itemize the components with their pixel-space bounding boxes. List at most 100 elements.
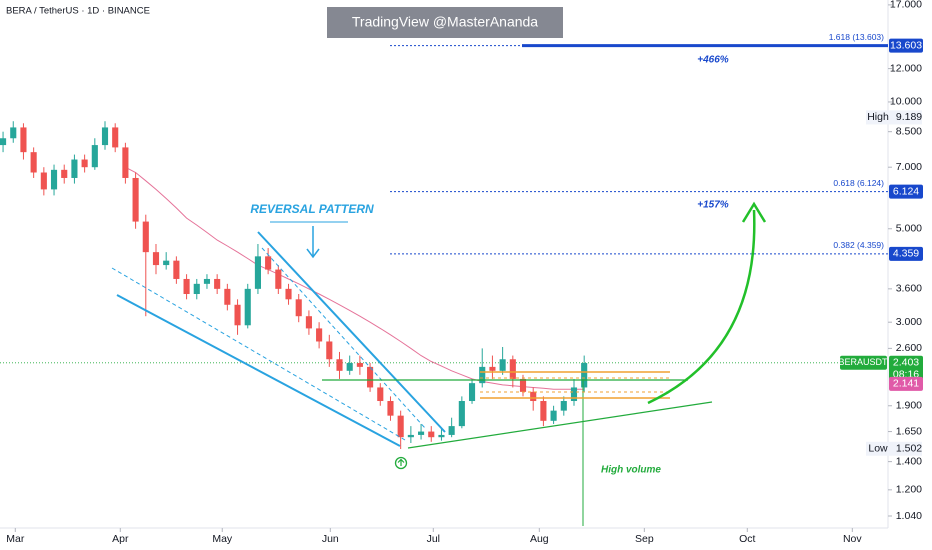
fib-label: 0.618 (6.124) <box>833 178 884 188</box>
candle-body <box>489 366 496 371</box>
y-tick-label: 1.400 <box>896 455 922 467</box>
candle-body <box>397 415 404 438</box>
y-tick-label: 2.600 <box>896 342 922 354</box>
price-badge <box>889 376 923 391</box>
y-tick-label: 1.200 <box>896 484 922 496</box>
price-badge <box>889 184 923 199</box>
fib-label: 1.618 (13.603) <box>829 32 884 42</box>
rising-support <box>407 401 713 449</box>
y-tick-label: 1.650 <box>896 425 922 437</box>
y-tick-label: 1.040 <box>896 510 922 522</box>
wedge-upper <box>257 231 446 433</box>
wedge-lower <box>116 294 401 447</box>
candle-body <box>418 431 425 435</box>
extreme-badge <box>866 441 922 456</box>
candle-body <box>499 359 506 371</box>
symbol-badge <box>840 355 887 370</box>
y-tick-label: 17.000 <box>890 0 922 11</box>
y-tick-label: 10.000 <box>890 96 922 108</box>
pattern-label: REVERSAL PATTERN <box>250 202 374 216</box>
candle-body <box>183 278 190 295</box>
candle-body <box>479 366 486 384</box>
candle-body <box>132 177 139 222</box>
extreme-value: 1.502 <box>896 443 922 455</box>
price-badge-label: 6.124 <box>893 185 919 197</box>
price-badge <box>889 355 923 382</box>
y-tick-label: 5.000 <box>896 223 922 235</box>
candle-body <box>275 269 282 289</box>
candle-body <box>81 159 88 168</box>
y-tick-label: 7.000 <box>896 161 922 173</box>
price-badge <box>889 246 923 261</box>
y-tick-label: 12.000 <box>890 62 922 74</box>
candle-body <box>30 152 37 173</box>
price-badge-label: 4.359 <box>893 248 919 260</box>
candle-body <box>448 426 455 435</box>
candle-body <box>438 434 445 438</box>
candle-body <box>244 288 251 326</box>
wedge-lower-dashed <box>111 267 406 441</box>
gain-label: +466% <box>697 55 729 66</box>
x-tick-label: Mar <box>6 533 25 545</box>
volume-label: High volume <box>601 465 661 476</box>
pattern-arrow <box>306 226 320 259</box>
price-badge-label: 2.141 <box>893 378 919 390</box>
x-tick-label: Sep <box>635 533 654 545</box>
candle-body <box>152 252 160 266</box>
candle-body <box>0 138 7 146</box>
candle-body <box>295 299 302 317</box>
candle-body <box>377 387 384 402</box>
y-tick-label: 8.500 <box>896 125 922 137</box>
x-tick-label: Apr <box>112 533 129 545</box>
x-tick-label: Jul <box>427 533 440 545</box>
reversal-marker-arrow <box>397 458 405 466</box>
candle-body <box>173 260 180 279</box>
candle-body <box>71 159 78 178</box>
candle-body <box>570 387 578 402</box>
candle-body <box>122 147 129 178</box>
target-arrow <box>647 209 756 405</box>
candle-body <box>550 410 557 421</box>
candle-body <box>407 434 414 438</box>
candle-body <box>214 278 221 289</box>
candle-body <box>305 316 312 329</box>
watermark-box <box>327 7 563 38</box>
extreme-value: 9.189 <box>896 111 922 123</box>
candle-body <box>254 256 261 289</box>
candle-body <box>50 169 58 190</box>
candle-body <box>10 127 17 139</box>
moving-average <box>125 166 585 390</box>
candle-body <box>581 363 588 388</box>
candle-body <box>20 127 27 153</box>
y-tick-label: 3.600 <box>896 283 922 295</box>
candle-body <box>428 431 435 438</box>
candle-body <box>40 172 47 190</box>
drawings <box>111 201 767 526</box>
x-tick-label: May <box>212 533 233 545</box>
candle-body <box>387 401 394 416</box>
x-tick-label: Jun <box>322 533 339 545</box>
reversal-marker <box>394 456 408 470</box>
candle-body <box>224 288 231 305</box>
candle-body <box>112 127 119 148</box>
wedge-upper-dashed <box>261 247 426 429</box>
candle-body <box>356 363 363 367</box>
candle-body <box>265 256 272 270</box>
gain-label: +157% <box>697 200 729 211</box>
candle-body <box>560 401 567 411</box>
candle-body <box>142 221 149 253</box>
candle-body <box>336 359 343 371</box>
candle-body <box>285 288 292 300</box>
x-tick-label: Nov <box>843 533 862 545</box>
watermark: TradingView @MasterAnanda <box>352 14 538 30</box>
extreme-label: High <box>867 111 889 123</box>
candle-body <box>316 328 323 342</box>
price-badge <box>889 38 923 53</box>
candle-body <box>101 127 109 146</box>
candle-body <box>509 359 516 379</box>
candle-body <box>346 363 353 371</box>
candle-body <box>468 383 476 402</box>
candle-body <box>234 304 241 326</box>
